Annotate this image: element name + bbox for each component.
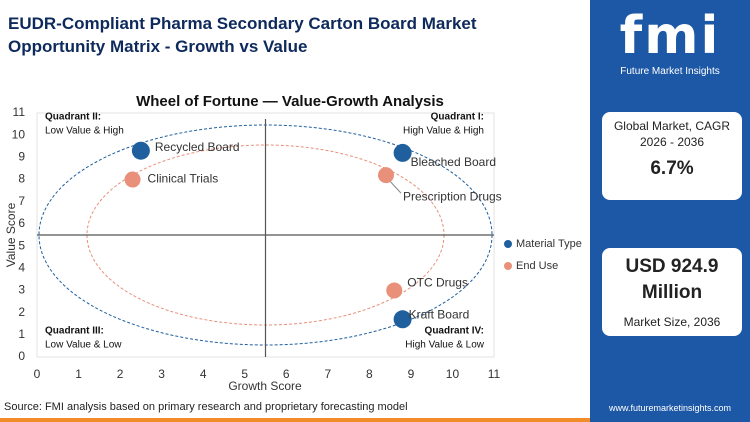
x-tick-label: 9 [408, 367, 415, 381]
x-tick-label: 2 [117, 367, 124, 381]
stat-value: USD 924.9 Million [625, 256, 719, 303]
y-tick-label: 3 [18, 283, 25, 297]
point [377, 167, 394, 184]
y-tick-label: 1 [18, 327, 25, 341]
x-tick-label: 4 [200, 367, 207, 381]
side-panel: fmi Future Market Insights Global Market… [590, 0, 750, 422]
chart-title: Wheel of Fortune — Value-Growth Analysis [136, 93, 444, 110]
x-tick-label: 11 [488, 367, 501, 381]
x-tick-label: 8 [366, 367, 373, 381]
y-axis-label: Value Score [4, 202, 18, 267]
x-tick-label: 6 [283, 367, 290, 381]
page-title: EUDR-Compliant Pharma Secondary Carton B… [8, 14, 477, 56]
point [393, 143, 412, 162]
legend-swatch [504, 262, 512, 270]
quadrant-title: Quadrant I: [431, 112, 484, 123]
website: www.futuremarketinsights.com [608, 403, 732, 413]
x-axis-label: Growth Score [228, 379, 302, 393]
chart: Wheel of Fortune — Value-Growth Analysis… [4, 93, 582, 393]
logo: fmi Future Market Insights [590, 6, 750, 78]
quadrant-subtitle: High Value & Low [405, 340, 485, 351]
legend-label: End Use [516, 260, 558, 272]
quadrant-subtitle: Low Value & Low [45, 340, 122, 351]
stat-label: Global Market, CAGR 2026 - 2036 [613, 119, 731, 149]
y-tick-label: 11 [13, 105, 26, 119]
point-label: Bleached Board [411, 155, 496, 169]
quadrant-title: Quadrant III: [45, 326, 104, 337]
y-tick-label: 4 [18, 260, 25, 274]
point-label: Recycled Board [155, 140, 240, 154]
x-tick-label: 5 [241, 367, 248, 381]
point-label: OTC Drugs [407, 276, 468, 290]
source-note: Source: FMI analysis based on primary re… [4, 401, 408, 413]
y-tick-label: 9 [18, 150, 25, 164]
quadrant-subtitle: Low Value & High [45, 126, 124, 137]
y-tick-label: 0 [18, 349, 25, 363]
point [131, 141, 150, 160]
point-label: Kraft Board [409, 307, 470, 321]
point [386, 282, 403, 299]
point [124, 171, 141, 188]
y-tick-label: 2 [18, 305, 25, 319]
stat-box: USD 924.9 Million Market Size, 2036 [602, 248, 742, 336]
x-tick-label: 3 [158, 367, 165, 381]
y-tick-label: 10 [12, 127, 26, 141]
y-tick-label: 5 [18, 238, 25, 252]
y-tick-label: 8 [18, 172, 25, 186]
y-tick-label: 7 [18, 194, 25, 208]
legend-swatch [504, 240, 512, 248]
x-tick-label: 10 [446, 367, 460, 381]
leader-line [388, 179, 402, 194]
x-tick-label: 7 [324, 367, 331, 381]
y-tick-label: 6 [18, 216, 25, 230]
logo-name: Future Market Insights [620, 66, 720, 77]
stat-value: 6.7% [650, 158, 694, 179]
logo-mark: fmi [619, 6, 721, 66]
stat-label: Market Size, 2036 [623, 315, 721, 329]
quadrant-title: Quadrant II: [45, 112, 101, 123]
legend-label: Material Type [516, 238, 582, 250]
point [393, 310, 412, 329]
x-tick-label: 1 [75, 367, 82, 381]
stat-box: Global Market, CAGR 2026 - 2036 6.7% [602, 112, 742, 200]
x-tick-label: 0 [34, 367, 41, 381]
quadrant-subtitle: High Value & High [403, 126, 484, 137]
point-label: Clinical Trials [148, 172, 219, 186]
quadrant-title: Quadrant IV: [425, 326, 484, 337]
accent-strip [0, 418, 590, 422]
point-label: Prescription Drugs [403, 189, 502, 203]
